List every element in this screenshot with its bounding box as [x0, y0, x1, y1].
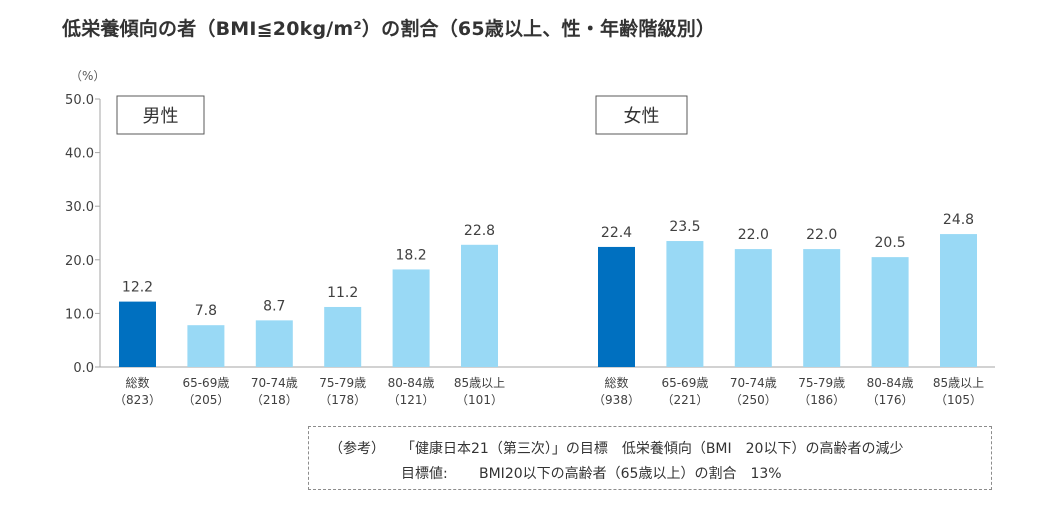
- x-tick-sample-size: （186）: [798, 393, 845, 407]
- x-tick-label: 70-74歳: [251, 376, 298, 390]
- x-tick-sample-size: （218）: [251, 393, 298, 407]
- data-label: 7.8: [195, 303, 217, 319]
- x-tick-sample-size: （121）: [388, 393, 435, 407]
- x-tick-label: 総数: [604, 375, 628, 390]
- y-tick-label: 40.0: [65, 147, 94, 162]
- x-tick-label: 総数: [125, 375, 149, 390]
- x-tick-label: 70-74歳: [730, 376, 777, 390]
- x-tick-label: 75-79歳: [798, 376, 845, 390]
- x-tick-sample-size: （823）: [114, 393, 161, 407]
- data-label: 24.8: [943, 212, 974, 228]
- data-label: 8.7: [263, 298, 285, 314]
- reference-note: （参考） 「健康日本21（第三次）」の目標 低栄養傾向（BMI 20以下）の高齢…: [308, 426, 992, 490]
- x-tick-sample-size: （250）: [730, 393, 777, 407]
- y-tick-label: 30.0: [65, 200, 94, 215]
- data-label: 22.0: [738, 227, 769, 243]
- y-tick-label: 0.0: [73, 361, 94, 376]
- x-tick-sample-size: （105）: [935, 393, 982, 407]
- x-tick-sample-size: （205）: [182, 393, 229, 407]
- group-label-box: [595, 95, 688, 135]
- bar: [119, 301, 156, 367]
- bar: [940, 234, 977, 367]
- group-label: 男性: [143, 106, 179, 127]
- x-tick-label: 85歳以上: [933, 376, 984, 390]
- group-label-box: [116, 95, 205, 135]
- x-tick-label: 85歳以上: [454, 376, 505, 390]
- note-target-label: 目標値:: [401, 466, 448, 482]
- x-tick-label: 65-69歳: [182, 376, 229, 390]
- x-tick-label: 80-84歳: [867, 376, 914, 390]
- x-tick-sample-size: （221）: [661, 393, 708, 407]
- bar: [598, 246, 635, 367]
- data-label: 22.4: [601, 225, 632, 241]
- data-label: 22.8: [464, 223, 495, 239]
- y-tick-label: 20.0: [65, 254, 94, 269]
- bar: [392, 269, 430, 367]
- bar: [871, 257, 909, 367]
- bar: [187, 325, 225, 367]
- data-label: 20.5: [875, 235, 906, 251]
- note-goal-text: 「健康日本21（第三次）」の目標 低栄養傾向（BMI 20以下）の高齢者の減少: [401, 441, 904, 457]
- x-tick-label: 75-79歳: [319, 376, 366, 390]
- data-label: 12.2: [122, 280, 153, 296]
- data-label: 18.2: [396, 247, 427, 263]
- note-target-text: BMI20以下の高齢者（65歳以上）の割合 13%: [479, 466, 782, 482]
- bar-chart: （%） 0.0 10.0 20.0 30.0 40.0 50.0 男性 12.2 総数 （823） 7…: [65, 69, 995, 407]
- y-tick-label: 10.0: [65, 307, 94, 322]
- y-unit-label: （%）: [70, 69, 105, 83]
- bar: [666, 241, 704, 367]
- x-tick-sample-size: （101）: [456, 393, 503, 407]
- x-tick-label: 65-69歳: [661, 376, 708, 390]
- x-tick-sample-size: （938）: [593, 393, 640, 407]
- data-label: 23.5: [669, 219, 700, 235]
- bar: [803, 249, 841, 367]
- bar: [734, 249, 772, 367]
- bar: [461, 244, 498, 367]
- group-label: 女性: [624, 106, 660, 127]
- data-label: 11.2: [327, 285, 358, 301]
- x-tick-sample-size: （178）: [319, 393, 366, 407]
- y-tick-label: 50.0: [65, 93, 94, 108]
- note-reference-label: （参考）: [329, 441, 385, 457]
- x-tick-label: 80-84歳: [388, 376, 435, 390]
- x-tick-sample-size: （176）: [867, 393, 914, 407]
- chart-title: 低栄養傾向の者（BMI≦20kg/m²）の割合（65歳以上、性・年齢階級別）: [62, 18, 716, 40]
- bar: [324, 306, 362, 367]
- bar: [255, 320, 293, 367]
- data-label: 22.0: [806, 227, 837, 243]
